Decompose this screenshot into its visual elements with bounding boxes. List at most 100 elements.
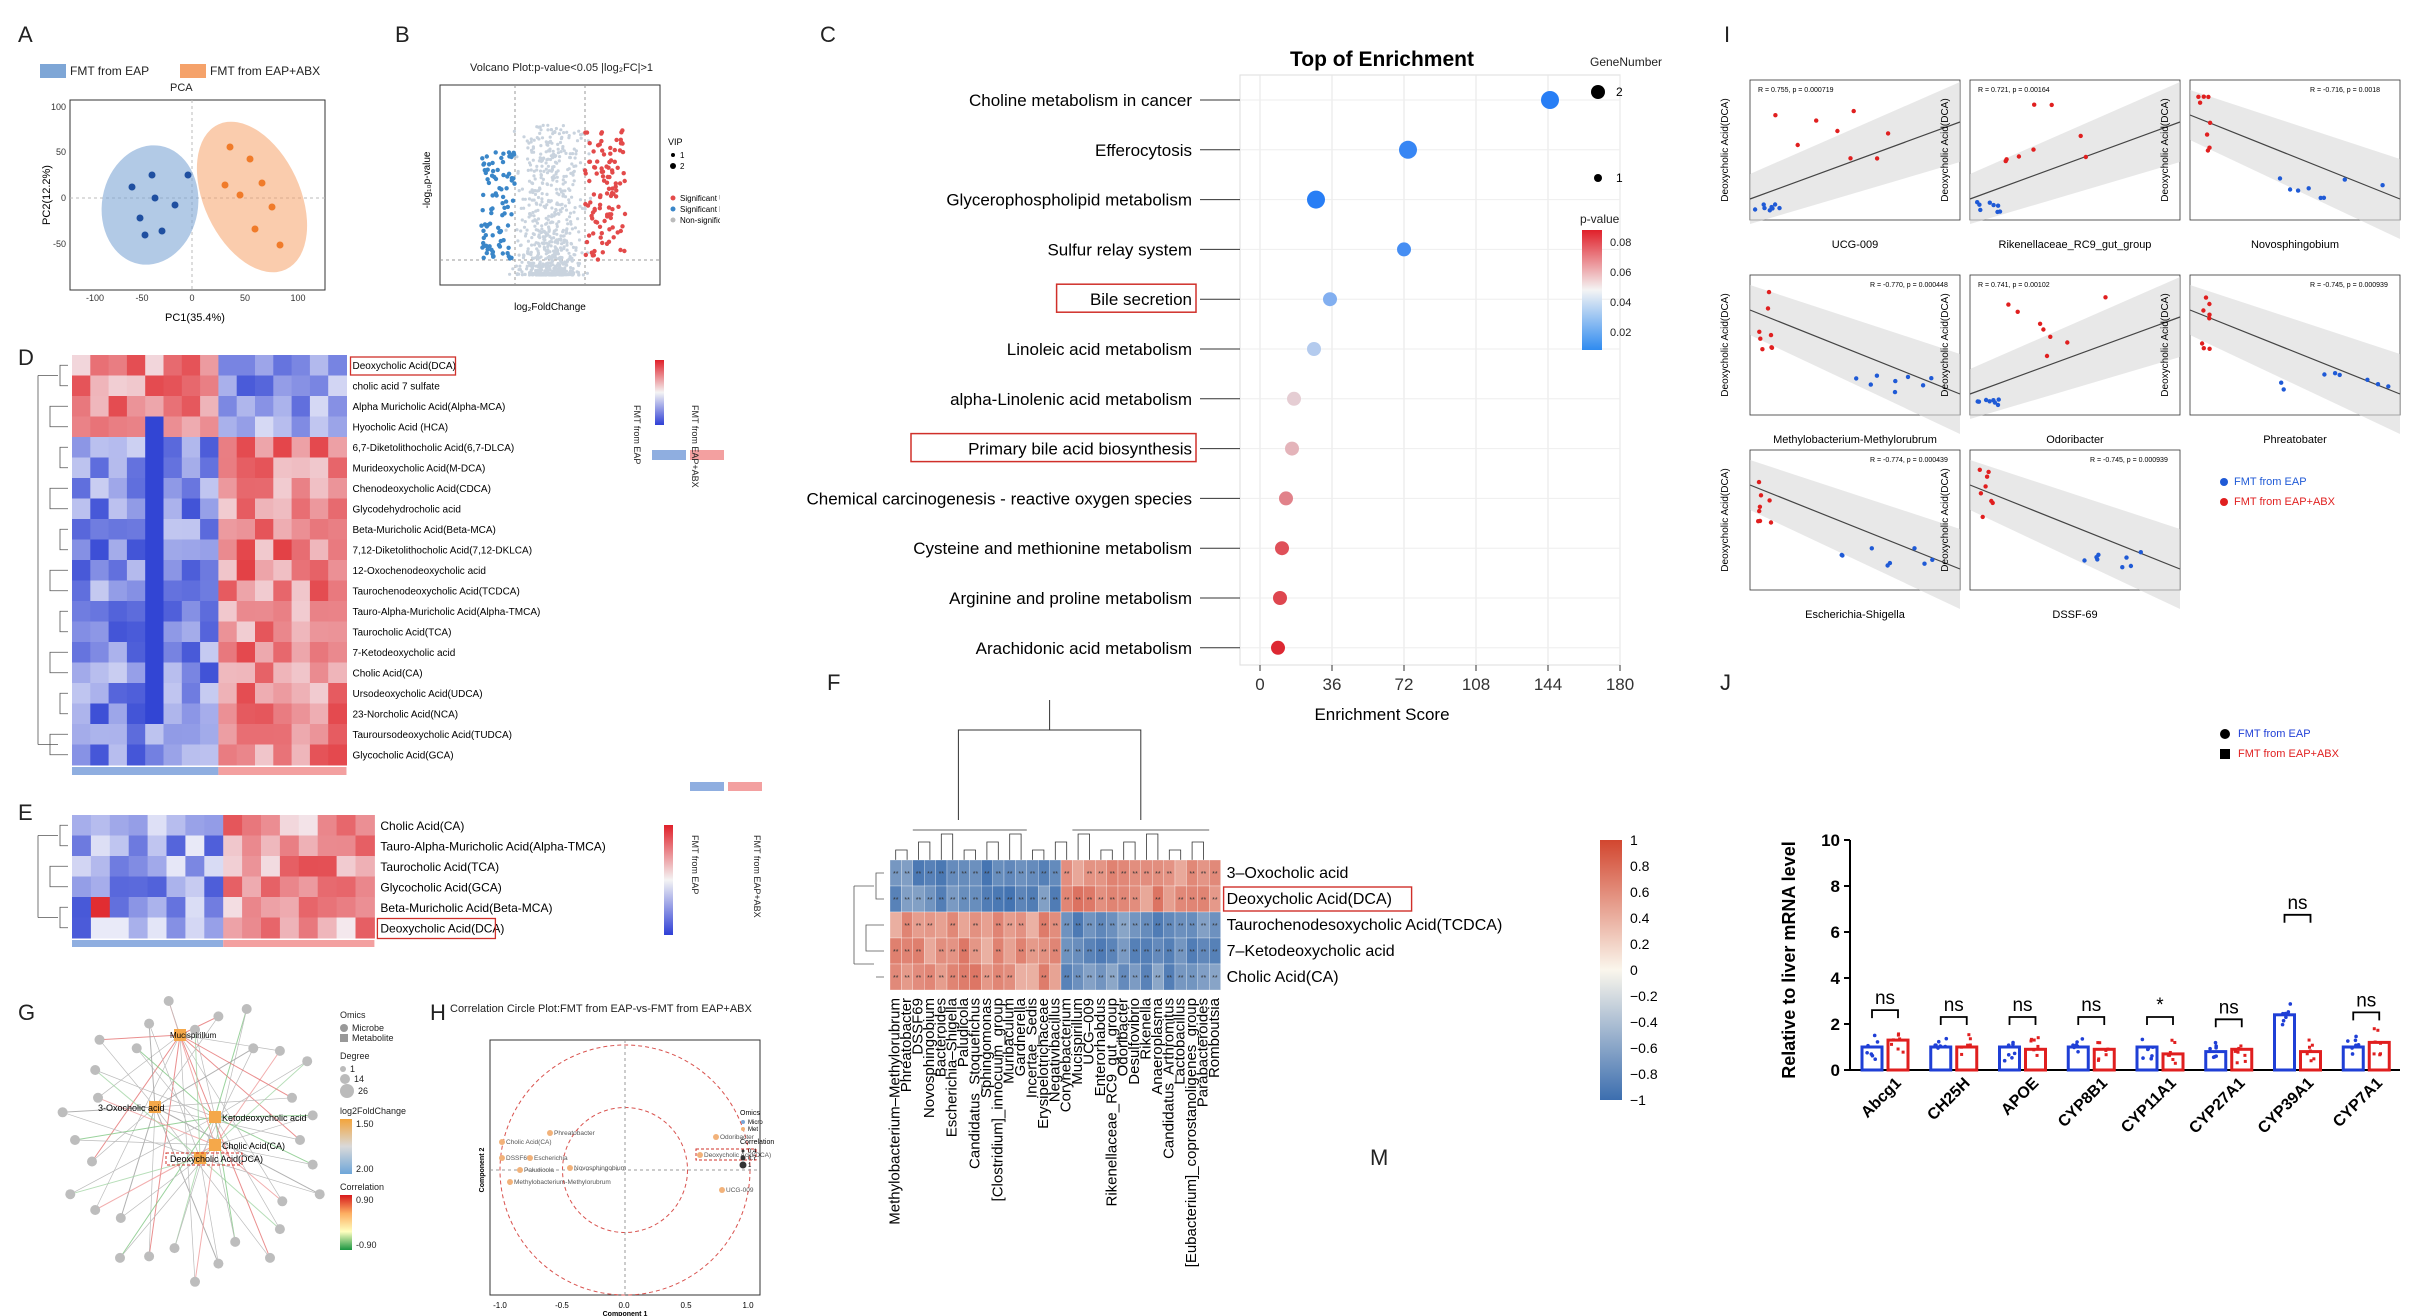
point bbox=[2080, 1037, 2085, 1041]
point bbox=[2104, 1048, 2108, 1052]
point bbox=[533, 243, 537, 247]
heatmap-cell bbox=[255, 744, 274, 766]
panel-letter: G bbox=[18, 1000, 36, 1025]
heatmap-cell bbox=[90, 662, 110, 684]
heatmap-cell bbox=[145, 642, 164, 663]
heatmap-cell bbox=[236, 560, 256, 581]
point bbox=[484, 243, 489, 248]
x-label: Escherichia-Shigella bbox=[1805, 609, 1906, 621]
heatmap-cell bbox=[328, 744, 347, 766]
point bbox=[2150, 1045, 2155, 1050]
heatmap-cell bbox=[291, 478, 311, 499]
heatmap-cell bbox=[218, 498, 238, 520]
heatmap-cell bbox=[328, 437, 347, 458]
y-label: Deoxycholic Acid(DCA) bbox=[1940, 468, 1951, 571]
point bbox=[2166, 1053, 2170, 1057]
point bbox=[529, 168, 533, 172]
point bbox=[2233, 1049, 2237, 1053]
heatmap-cell bbox=[181, 416, 201, 438]
heatmap-cell bbox=[309, 416, 329, 438]
point bbox=[502, 205, 507, 210]
point bbox=[554, 126, 558, 131]
point bbox=[540, 224, 544, 228]
point bbox=[605, 212, 610, 217]
heatmap-cell bbox=[163, 498, 183, 520]
row-label: Beta-Muricholic Acid(Beta-MCA) bbox=[353, 525, 496, 536]
point bbox=[2378, 1053, 2382, 1057]
point bbox=[2236, 1050, 2240, 1054]
point bbox=[1912, 546, 1917, 551]
heatmap-cell bbox=[291, 683, 311, 704]
heatmap-cell bbox=[126, 457, 146, 479]
point bbox=[571, 183, 575, 187]
point bbox=[480, 156, 485, 161]
node bbox=[213, 1258, 224, 1269]
row-label: 12-Oxochenodeoxycholic acid bbox=[353, 566, 486, 577]
category-label: Bile secretion bbox=[1090, 290, 1192, 309]
heatmap-cell bbox=[185, 897, 205, 918]
point bbox=[622, 211, 628, 217]
point bbox=[540, 197, 544, 201]
signif-mark: ** bbox=[1064, 897, 1070, 904]
dendrogram bbox=[1168, 849, 1182, 860]
point bbox=[559, 128, 563, 132]
y-label: Component 2 bbox=[479, 1148, 486, 1193]
heatmap-cell bbox=[200, 724, 219, 745]
tick: 0.04 bbox=[1610, 297, 1632, 309]
heatmap-cell bbox=[200, 642, 219, 663]
point bbox=[511, 152, 517, 157]
point bbox=[583, 171, 588, 176]
heatmap-cell bbox=[336, 876, 356, 898]
heatmap-cell bbox=[218, 457, 238, 479]
bar-abx bbox=[1886, 1038, 1910, 1072]
point bbox=[535, 221, 540, 225]
column-label: Romboutsia bbox=[1206, 997, 1223, 1078]
category-label: Primary bile acid biosynthesis bbox=[968, 440, 1192, 459]
heatmap-cell bbox=[336, 815, 356, 836]
signif-mark: ** bbox=[1087, 897, 1093, 904]
bar-abx bbox=[2092, 1047, 2116, 1072]
point bbox=[481, 255, 486, 260]
correlation-heatmap: ** ** ** ** ** ** ** ** ** ** ** ** ** ** ** ** ** ** ** **… bbox=[853, 700, 1658, 1267]
hub-node bbox=[194, 1152, 206, 1164]
heatmap-cell bbox=[90, 856, 111, 877]
point bbox=[546, 268, 550, 272]
heatmap-cell bbox=[236, 498, 256, 520]
point bbox=[564, 151, 568, 155]
edge bbox=[179, 1015, 219, 1036]
heatmap-cell bbox=[145, 375, 164, 397]
signif-mark: ** bbox=[996, 949, 1002, 956]
heatmap-cell bbox=[126, 478, 146, 499]
point bbox=[2356, 1042, 2361, 1047]
heatmap-cell bbox=[317, 917, 338, 939]
edge bbox=[154, 1106, 219, 1264]
point bbox=[1991, 202, 1996, 208]
heatmap-cell bbox=[291, 621, 311, 643]
point bbox=[565, 273, 569, 277]
point bbox=[520, 260, 524, 264]
point bbox=[570, 162, 574, 166]
point bbox=[565, 130, 569, 134]
point bbox=[614, 137, 619, 143]
heatmap-cell bbox=[328, 724, 347, 745]
point bbox=[2031, 147, 2036, 152]
heatmap-cell bbox=[72, 498, 91, 520]
point bbox=[542, 245, 546, 249]
point bbox=[559, 190, 563, 194]
heatmap-cell bbox=[185, 876, 205, 898]
point bbox=[561, 145, 565, 149]
point bbox=[2096, 1041, 2100, 1045]
panel-a: A FMT from EAP FMT from EAP+ABX PCA -100… bbox=[0, 0, 340, 330]
stat-label: R = -0.745, p = 0.000939 bbox=[2090, 457, 2168, 464]
point bbox=[541, 262, 545, 266]
point bbox=[1905, 374, 1911, 380]
signif-label: ns bbox=[2012, 995, 2032, 1016]
heatmap-cell bbox=[163, 683, 183, 704]
signif-mark: ** bbox=[1041, 897, 1047, 904]
signif-mark: ** bbox=[1132, 897, 1138, 904]
point bbox=[546, 244, 550, 249]
y-tick: 8 bbox=[1831, 877, 1840, 896]
point bbox=[2214, 1044, 2218, 1048]
point bbox=[610, 207, 615, 212]
edge bbox=[74, 1116, 216, 1141]
